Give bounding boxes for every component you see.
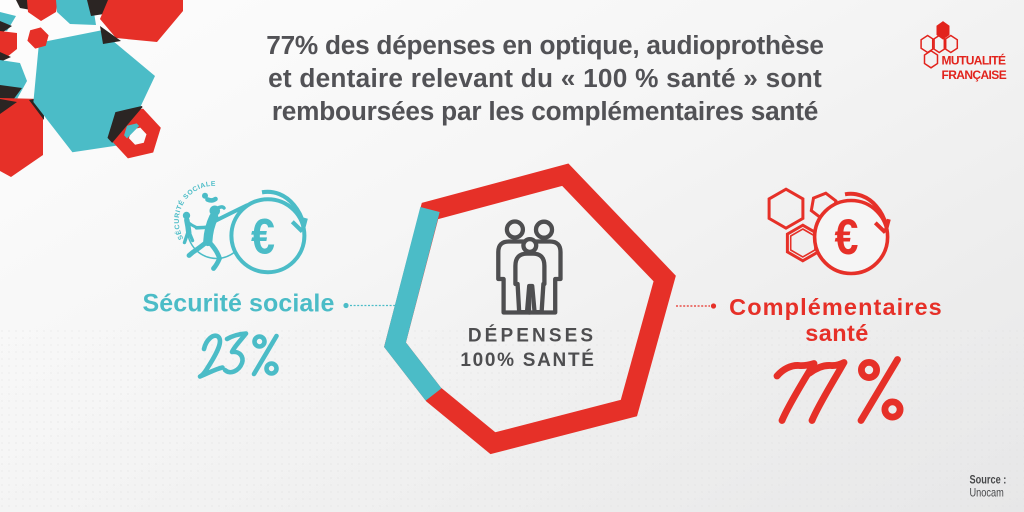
svg-text:€: € (251, 208, 275, 264)
svg-text:remboursées par les complément: remboursées par les complémentaires sant… (272, 96, 818, 126)
svg-text:MUTUALITÉ: MUTUALITÉ (942, 53, 1007, 68)
svg-text:€: € (835, 209, 859, 265)
svg-text:Complémentaires: Complémentaires (729, 294, 943, 320)
svg-text:Source :: Source : (970, 473, 1007, 486)
svg-text:100% SANTÉ: 100% SANTÉ (460, 349, 595, 371)
svg-text:et dentaire relevant du « 100: et dentaire relevant du « 100 % santé » … (268, 63, 822, 93)
svg-text:DÉPENSES: DÉPENSES (468, 325, 596, 347)
svg-text:FRANÇAISE: FRANÇAISE (942, 68, 1007, 82)
svg-text:77% des dépenses en optique, a: 77% des dépenses en optique, audioprothè… (266, 30, 823, 60)
svg-text:santé: santé (805, 320, 868, 346)
svg-text:Unocam: Unocam (970, 486, 1004, 499)
svg-text:Sécurité sociale: Sécurité sociale (143, 290, 335, 318)
